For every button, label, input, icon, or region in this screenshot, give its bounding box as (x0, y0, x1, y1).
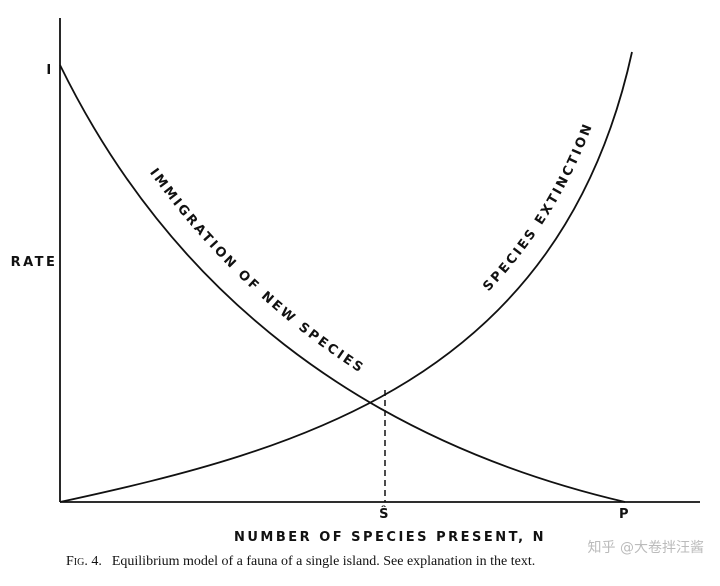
immigration-label: IMMIGRATION OF NEW SPECIES (146, 166, 367, 377)
caption: Fig. 4. Equilibrium model of a fauna of a… (66, 554, 535, 569)
p-label: P (619, 507, 631, 522)
x-axis-label: NUMBER OF SPECIES PRESENT, N (234, 530, 546, 545)
watermark: 知乎 @大卷拌汪酱 (588, 539, 704, 556)
extinction-curve (59, 51, 633, 503)
immigration-label-path: IMMIGRATION OF NEW SPECIES (146, 166, 365, 377)
immigration-curve (59, 64, 626, 503)
intercept-label: I (46, 63, 53, 78)
y-axis-label: RATE (11, 255, 58, 270)
caption-figure: Fig. 4. (66, 554, 102, 569)
equilibrium-label: Ŝ (379, 506, 391, 522)
extinction-label: SPECIES EXTINCTION (480, 120, 596, 294)
caption-text: Equilibrium model of a fauna of a single… (112, 554, 535, 569)
extinction-label-path: SPECIES EXTINCTION (480, 120, 594, 294)
